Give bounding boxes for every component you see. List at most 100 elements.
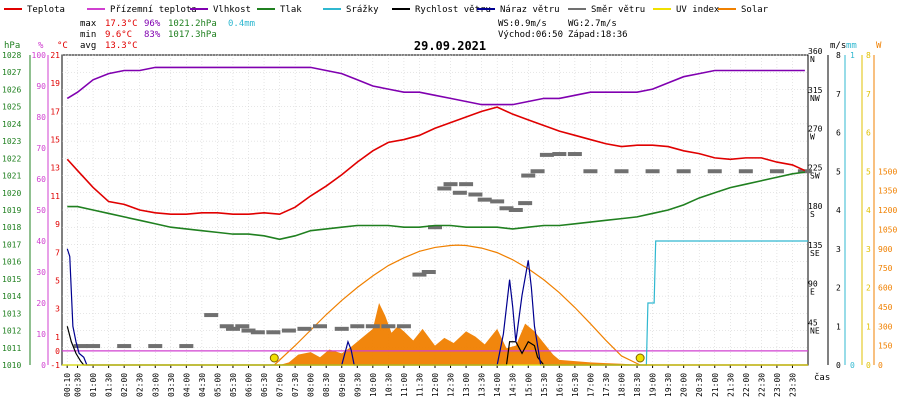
stat-min-press: 1017.3hPa: [168, 30, 217, 40]
wind-dir-point: [219, 324, 234, 329]
tick-label-pressure: 1028: [2, 51, 21, 60]
tick-label-pressure: 1024: [2, 120, 21, 129]
x-tick-label: 17:00: [586, 373, 595, 397]
tick-label-humidity: 60: [36, 175, 46, 184]
x-tick-label: 10:00: [369, 373, 378, 397]
tick-label-wind-dir-name: S: [810, 210, 815, 219]
wind-dir-point: [117, 344, 132, 349]
tick-label-uv: 6: [866, 129, 871, 138]
series-layer: [62, 66, 812, 366]
tick-label-temperature: 11: [50, 192, 60, 201]
wind-dir-point: [452, 190, 467, 195]
axis-unit-rain: mm: [846, 41, 857, 51]
tick-label-wind-speed: 0: [836, 361, 841, 370]
x-tick-label: 08:30: [322, 373, 331, 397]
x-tick-label: 18:30: [633, 373, 642, 397]
tick-label-temperature: 1: [55, 333, 60, 342]
tick-label-pressure: 1022: [2, 154, 21, 163]
tick-label-solar: 750: [878, 264, 893, 273]
tick-label-pressure: 1026: [2, 85, 21, 94]
stat-max-label: max: [80, 19, 97, 29]
legend: Teplota Přízemní teplota Vlhkost Tlak Srážky…: [4, 5, 769, 15]
wind-dir-point: [443, 182, 458, 187]
tick-label-rain: 1: [850, 51, 855, 60]
tick-label-uv: 7: [866, 90, 871, 99]
tick-label-wind-dir-name: SW: [810, 171, 820, 180]
tick-label-uv: 4: [866, 206, 871, 215]
legend-label: Vlhkost: [213, 5, 251, 15]
wind-dir-point: [334, 326, 349, 331]
tick-label-solar: 1500: [878, 167, 897, 176]
legend-label: Náraz větru: [500, 5, 560, 15]
x-tick-label: 21:00: [711, 373, 720, 397]
x-tick-label: 17:30: [602, 373, 611, 397]
tick-label-pressure: 1018: [2, 223, 21, 232]
stats-block: max 17.3°C 96% 1021.2hPa 0.4mm min 9.6°C 83% 101…: [80, 19, 628, 51]
tick-label-humidity: 80: [36, 113, 46, 122]
tick-label-temperature: 17: [50, 107, 60, 116]
x-tick-label: 09:00: [338, 373, 347, 397]
x-tick-label: 19:30: [664, 373, 673, 397]
tick-label-solar: 1350: [878, 187, 897, 196]
x-tick-label: 10:30: [384, 373, 393, 397]
x-tick-label: 00:10: [63, 373, 72, 397]
wind-dir-point: [266, 330, 281, 335]
wind-dir-point: [676, 169, 691, 174]
wind-dir-point: [396, 324, 411, 329]
tick-label-uv: 1: [866, 322, 871, 331]
x-tick-label: 09:30: [353, 373, 362, 397]
tick-label-pressure: 1016: [2, 258, 21, 267]
x-tick-label: 15:00: [524, 373, 533, 397]
wind-dir-point: [365, 324, 380, 329]
tick-label-wind-dir-name: SE: [810, 249, 820, 258]
tick-label-wind-dir: 315: [808, 86, 823, 95]
wind-dir-point: [204, 313, 219, 318]
wind-dir-point: [769, 169, 784, 174]
axis-unit-wind-speed: m/s: [830, 41, 846, 51]
tick-label-solar: 600: [878, 284, 893, 293]
wind-dir-point: [312, 324, 327, 329]
tick-label-solar: 300: [878, 322, 893, 331]
tick-label-wind-dir-name: E: [810, 288, 815, 297]
x-tick-label: 11:30: [415, 373, 424, 397]
tick-label-wind-dir-name: NE: [810, 326, 820, 335]
wind-dir-point: [73, 344, 88, 349]
tick-label-solar: 1050: [878, 225, 897, 234]
tick-label-solar: 150: [878, 342, 893, 351]
legend-label: Přízemní teplota: [110, 5, 197, 15]
x-tick-label: 23:00: [773, 373, 782, 397]
stat-rain: 0.4mm: [228, 19, 255, 29]
tick-label-wind-speed: 1: [836, 322, 841, 331]
tick-label-pressure: 1019: [2, 206, 21, 215]
legend-label: Srážky: [346, 5, 379, 15]
x-tick-label: 20:30: [695, 373, 704, 397]
tick-label-wind-dir-name: N: [810, 55, 815, 64]
wind-dir-point: [428, 225, 442, 230]
tick-label-solar: 0: [878, 361, 883, 370]
tick-label-pressure: 1025: [2, 103, 21, 112]
wind-dir-point: [412, 272, 427, 277]
tick-label-humidity: 70: [36, 144, 46, 153]
x-tick-label: 07:30: [291, 373, 300, 397]
wind-dir-point: [738, 169, 753, 174]
wind-dir-point: [518, 201, 533, 206]
x-tick-label: 22:00: [742, 373, 751, 397]
tick-label-temperature: 3: [55, 305, 60, 314]
wind-dir-point: [235, 324, 250, 329]
wind-dir-point: [468, 192, 483, 197]
tick-label-pressure: 1010: [2, 361, 21, 370]
x-tick-label: 16:30: [571, 373, 580, 397]
wind-dir-point: [539, 152, 554, 157]
legend-label: Rychlost větru: [415, 5, 491, 15]
wind-dir-point: [421, 270, 436, 274]
tick-label-pressure: 1017: [2, 240, 21, 249]
tick-label-pressure: 1023: [2, 137, 21, 146]
wind-dir-point: [350, 324, 365, 329]
axis-unit-pressure: hPa: [4, 41, 20, 51]
tick-label-wind-speed: 3: [836, 245, 841, 254]
marker-sunrise: [269, 353, 279, 363]
wind-dir-point: [645, 169, 660, 174]
tick-label-pressure: 1013: [2, 309, 21, 318]
tick-label-wind-dir: 360: [808, 47, 823, 56]
